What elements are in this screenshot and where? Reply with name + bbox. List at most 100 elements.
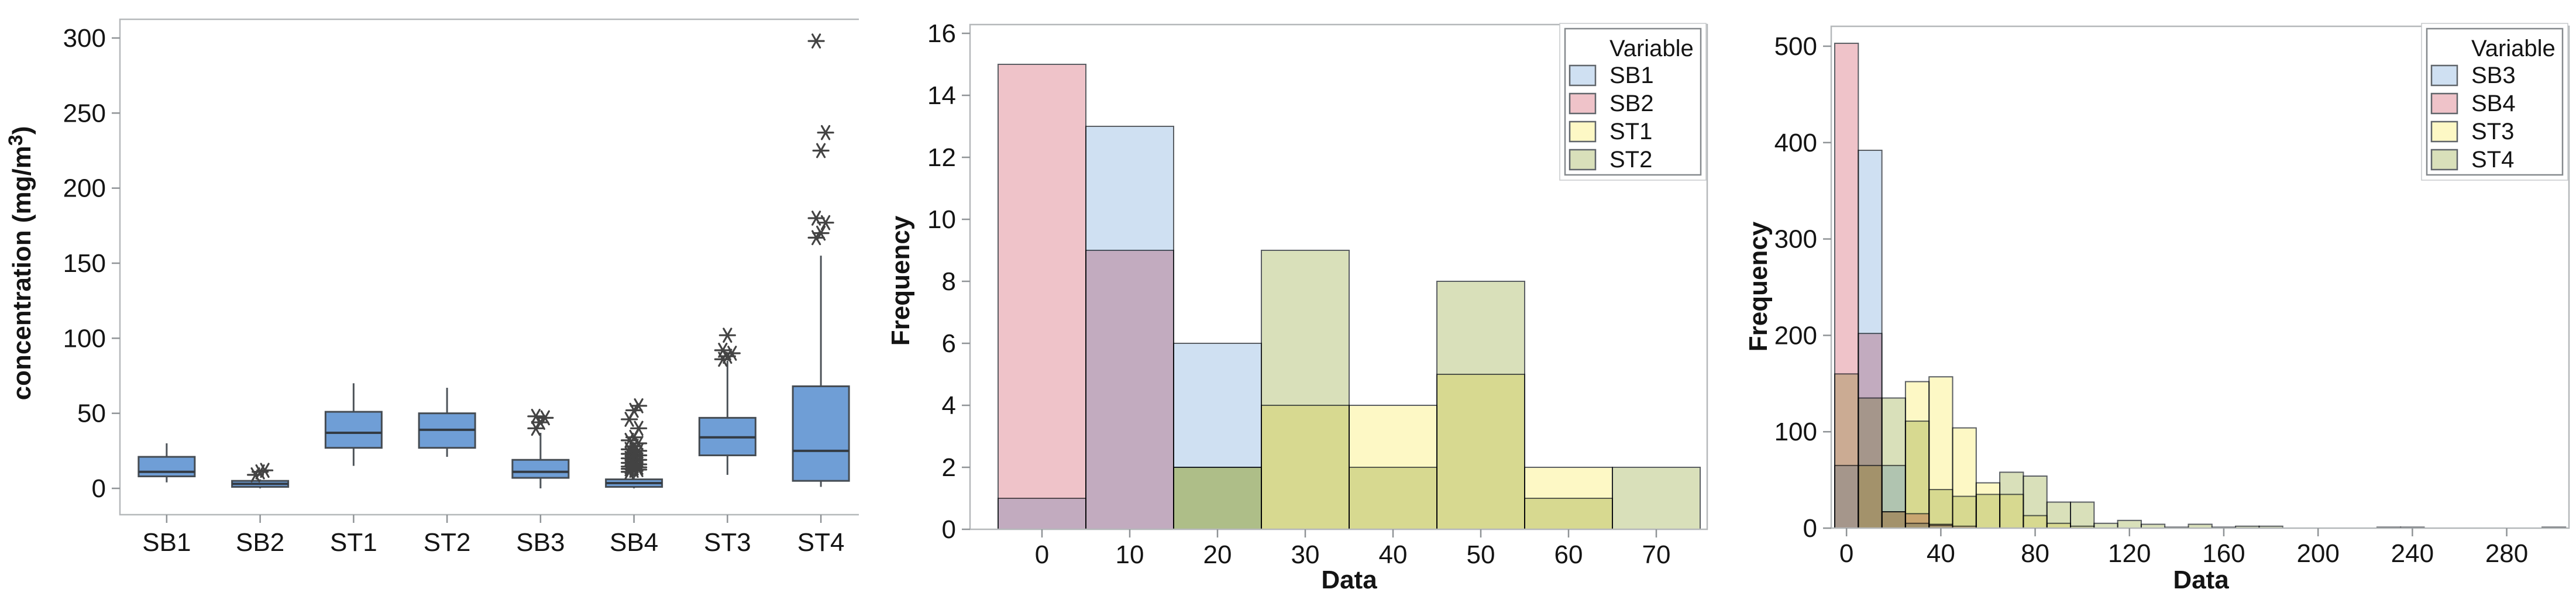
category-label-SB3: SB3	[516, 528, 565, 557]
hist-bar-ST4-bin80	[2023, 475, 2048, 529]
asterisk-stroke	[811, 33, 821, 49]
hist-bar-ST4-bin20	[1881, 397, 1906, 529]
panel-histogram-sb3-st4: 0 100 200 300 400 500 0 40 80 120 160 200 240 280 Data…	[1718, 0, 2576, 603]
asterisk-stroke	[816, 143, 826, 158]
x-tick-label: 70	[1642, 540, 1671, 569]
panel-histogram-sb1-st2: 0 2 4 6 8 10 12 14 16 0 10 20 30 40 50 60 70 Data Frequenc…	[859, 0, 1718, 603]
x-tick-label: 30	[1291, 540, 1320, 569]
outlier-asterisk	[807, 33, 825, 49]
outlier-asterisk	[718, 328, 736, 343]
outlier-asterisk	[714, 343, 731, 358]
outlier-asterisk	[630, 436, 648, 451]
box-SB4	[605, 398, 663, 488]
x-tick-label: 50	[1467, 540, 1495, 569]
y-tick-label: 0	[942, 515, 956, 544]
legend-title: Variable	[1609, 36, 1694, 61]
x-tick-label: 10	[1116, 540, 1144, 569]
asterisk-stroke	[531, 408, 541, 424]
hist-bar-ST4-bin40	[1928, 489, 1954, 529]
outlier-asterisk	[630, 421, 648, 436]
asterisk-stroke	[821, 215, 831, 230]
y-tick-label: 50	[77, 399, 106, 428]
plot-frame	[969, 23, 1708, 530]
legend-swatch-SB4	[2430, 92, 2458, 115]
histogram-chart: 0 100 200 300 400 500 0 40 80 120 160 200 240 280 Data…	[1744, 23, 2570, 594]
y-tick-label: 10	[927, 205, 956, 234]
x-axis-title: Data	[1321, 566, 1377, 594]
outlier-asterisk	[621, 433, 638, 448]
y-tick-label: 4	[942, 391, 956, 420]
legend-swatch-SB1	[1569, 64, 1597, 87]
y-tick-label: 200	[63, 174, 106, 203]
x-tick-label: 280	[2485, 539, 2528, 568]
asterisk-stroke	[260, 463, 270, 478]
category-label-ST3: ST3	[704, 528, 751, 557]
asterisk-stroke	[811, 211, 821, 226]
legend-label-ST2: ST2	[1609, 147, 1652, 173]
hist-bar-ST2-bin30	[1261, 250, 1350, 530]
asterisk-stroke	[531, 421, 541, 436]
x-tick-label: 160	[2202, 539, 2245, 568]
y-tick-label: 16	[927, 19, 956, 48]
category-label-ST2: ST2	[424, 528, 471, 557]
x-tick-label: 200	[2296, 539, 2339, 568]
legend-label-ST3: ST3	[2471, 119, 2514, 144]
legend-label-SB2: SB2	[1609, 91, 1654, 116]
asterisk-stroke	[718, 343, 728, 358]
bars-group	[1834, 43, 2567, 529]
hist-bar-ST4-bin60	[1975, 494, 2001, 529]
x-tick-label: 40	[1927, 539, 1955, 568]
box-SB3	[511, 408, 570, 488]
panel-boxplot: 0 50 100 150 200 250 300 concentration (mg/m3) S…	[0, 0, 859, 603]
category-label-SB1: SB1	[142, 528, 191, 557]
iqr-box	[511, 459, 570, 479]
y-tick-label: 14	[927, 81, 956, 110]
iqr-box	[137, 456, 196, 477]
y-tick-label: 200	[1774, 321, 1817, 350]
y-axis-title: Frequency	[886, 215, 915, 346]
asterisk-stroke	[540, 410, 550, 426]
y-tick-label: 8	[942, 267, 956, 296]
y-tick-label: 100	[63, 324, 106, 353]
category-label-SB4: SB4	[610, 528, 658, 557]
asterisk-stroke	[821, 125, 831, 140]
legend-title: Variable	[2471, 36, 2556, 61]
hist-bar-ST4-bin10	[1858, 397, 1883, 529]
asterisk-stroke	[723, 328, 732, 343]
legend-swatch-ST3	[2430, 120, 2458, 143]
hist-bar-ST2-bin20	[1173, 467, 1262, 530]
y-tick-label: 0	[92, 474, 106, 503]
legend-label-ST4: ST4	[2471, 147, 2514, 173]
x-tick-label: 80	[2021, 539, 2049, 568]
x-tick-label: 0	[1035, 540, 1049, 569]
outlier-asterisk	[527, 421, 545, 436]
asterisk-stroke	[723, 349, 732, 364]
plot-frame	[1830, 25, 2570, 529]
legend-swatch-SB3	[2430, 64, 2458, 87]
x-tick-label: 240	[2391, 539, 2434, 568]
bars-group	[998, 64, 1701, 530]
histogram-chart: 0 2 4 6 8 10 12 14 16 0 10 20 30 40 50 60 70 Data Frequenc…	[886, 19, 1708, 594]
hist-bar-ST4-bin120	[2117, 519, 2142, 529]
category-label-ST1: ST1	[330, 528, 377, 557]
box-ST1	[324, 383, 383, 466]
hist-bar-SB2-bin0	[998, 64, 1086, 530]
outlier-asterisk	[817, 125, 834, 140]
y-tick-label: 100	[1774, 418, 1817, 446]
outlier-asterisk	[807, 211, 825, 226]
legend-label-SB1: SB1	[1609, 63, 1654, 88]
x-tick-label: 20	[1203, 540, 1232, 569]
box-ST3	[698, 328, 756, 475]
hist-bar-ST4-bin30	[1904, 421, 1930, 529]
legend-label-ST1: ST1	[1609, 119, 1652, 144]
hist-bar-ST2-bin50	[1436, 281, 1525, 530]
y-tick-label: 250	[63, 99, 106, 128]
asterisk-stroke	[727, 346, 737, 361]
asterisk-stroke	[816, 225, 826, 241]
box-ST2	[418, 388, 476, 457]
hist-bar-ST4-bin100	[2070, 501, 2095, 529]
y-tick-label: 2	[942, 453, 956, 482]
hist-bar-ST2-bin60	[1524, 498, 1613, 530]
